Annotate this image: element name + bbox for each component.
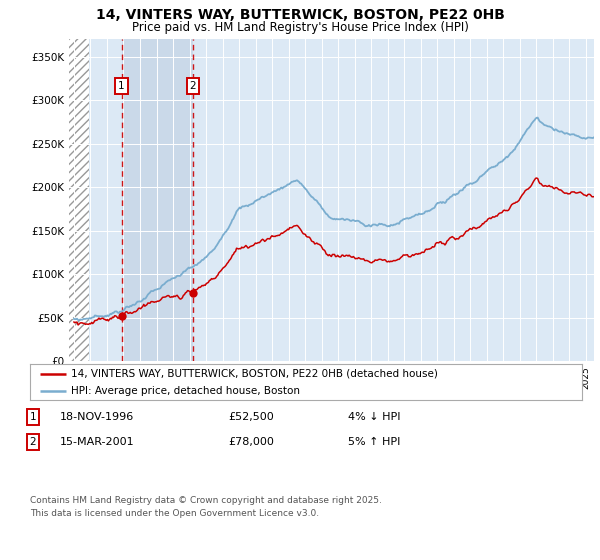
Text: 4% ↓ HPI: 4% ↓ HPI [348,412,401,422]
Bar [69,39,89,361]
Text: 14, VINTERS WAY, BUTTERWICK, BOSTON, PE22 0HB (detached house): 14, VINTERS WAY, BUTTERWICK, BOSTON, PE2… [71,369,438,379]
Text: £78,000: £78,000 [228,437,274,447]
Text: 1: 1 [118,81,125,91]
Text: 18-NOV-1996: 18-NOV-1996 [60,412,134,422]
Text: Contains HM Land Registry data © Crown copyright and database right 2025.
This d: Contains HM Land Registry data © Crown c… [30,496,382,518]
Text: 1: 1 [29,412,37,422]
Text: 2: 2 [29,437,37,447]
Text: 2: 2 [190,81,196,91]
Text: Price paid vs. HM Land Registry's House Price Index (HPI): Price paid vs. HM Land Registry's House … [131,21,469,34]
Text: 14, VINTERS WAY, BUTTERWICK, BOSTON, PE22 0HB: 14, VINTERS WAY, BUTTERWICK, BOSTON, PE2… [95,8,505,22]
Text: 5% ↑ HPI: 5% ↑ HPI [348,437,400,447]
Text: HPI: Average price, detached house, Boston: HPI: Average price, detached house, Bost… [71,386,301,395]
Text: 15-MAR-2001: 15-MAR-2001 [60,437,134,447]
Text: £52,500: £52,500 [228,412,274,422]
Bar [121,39,193,361]
